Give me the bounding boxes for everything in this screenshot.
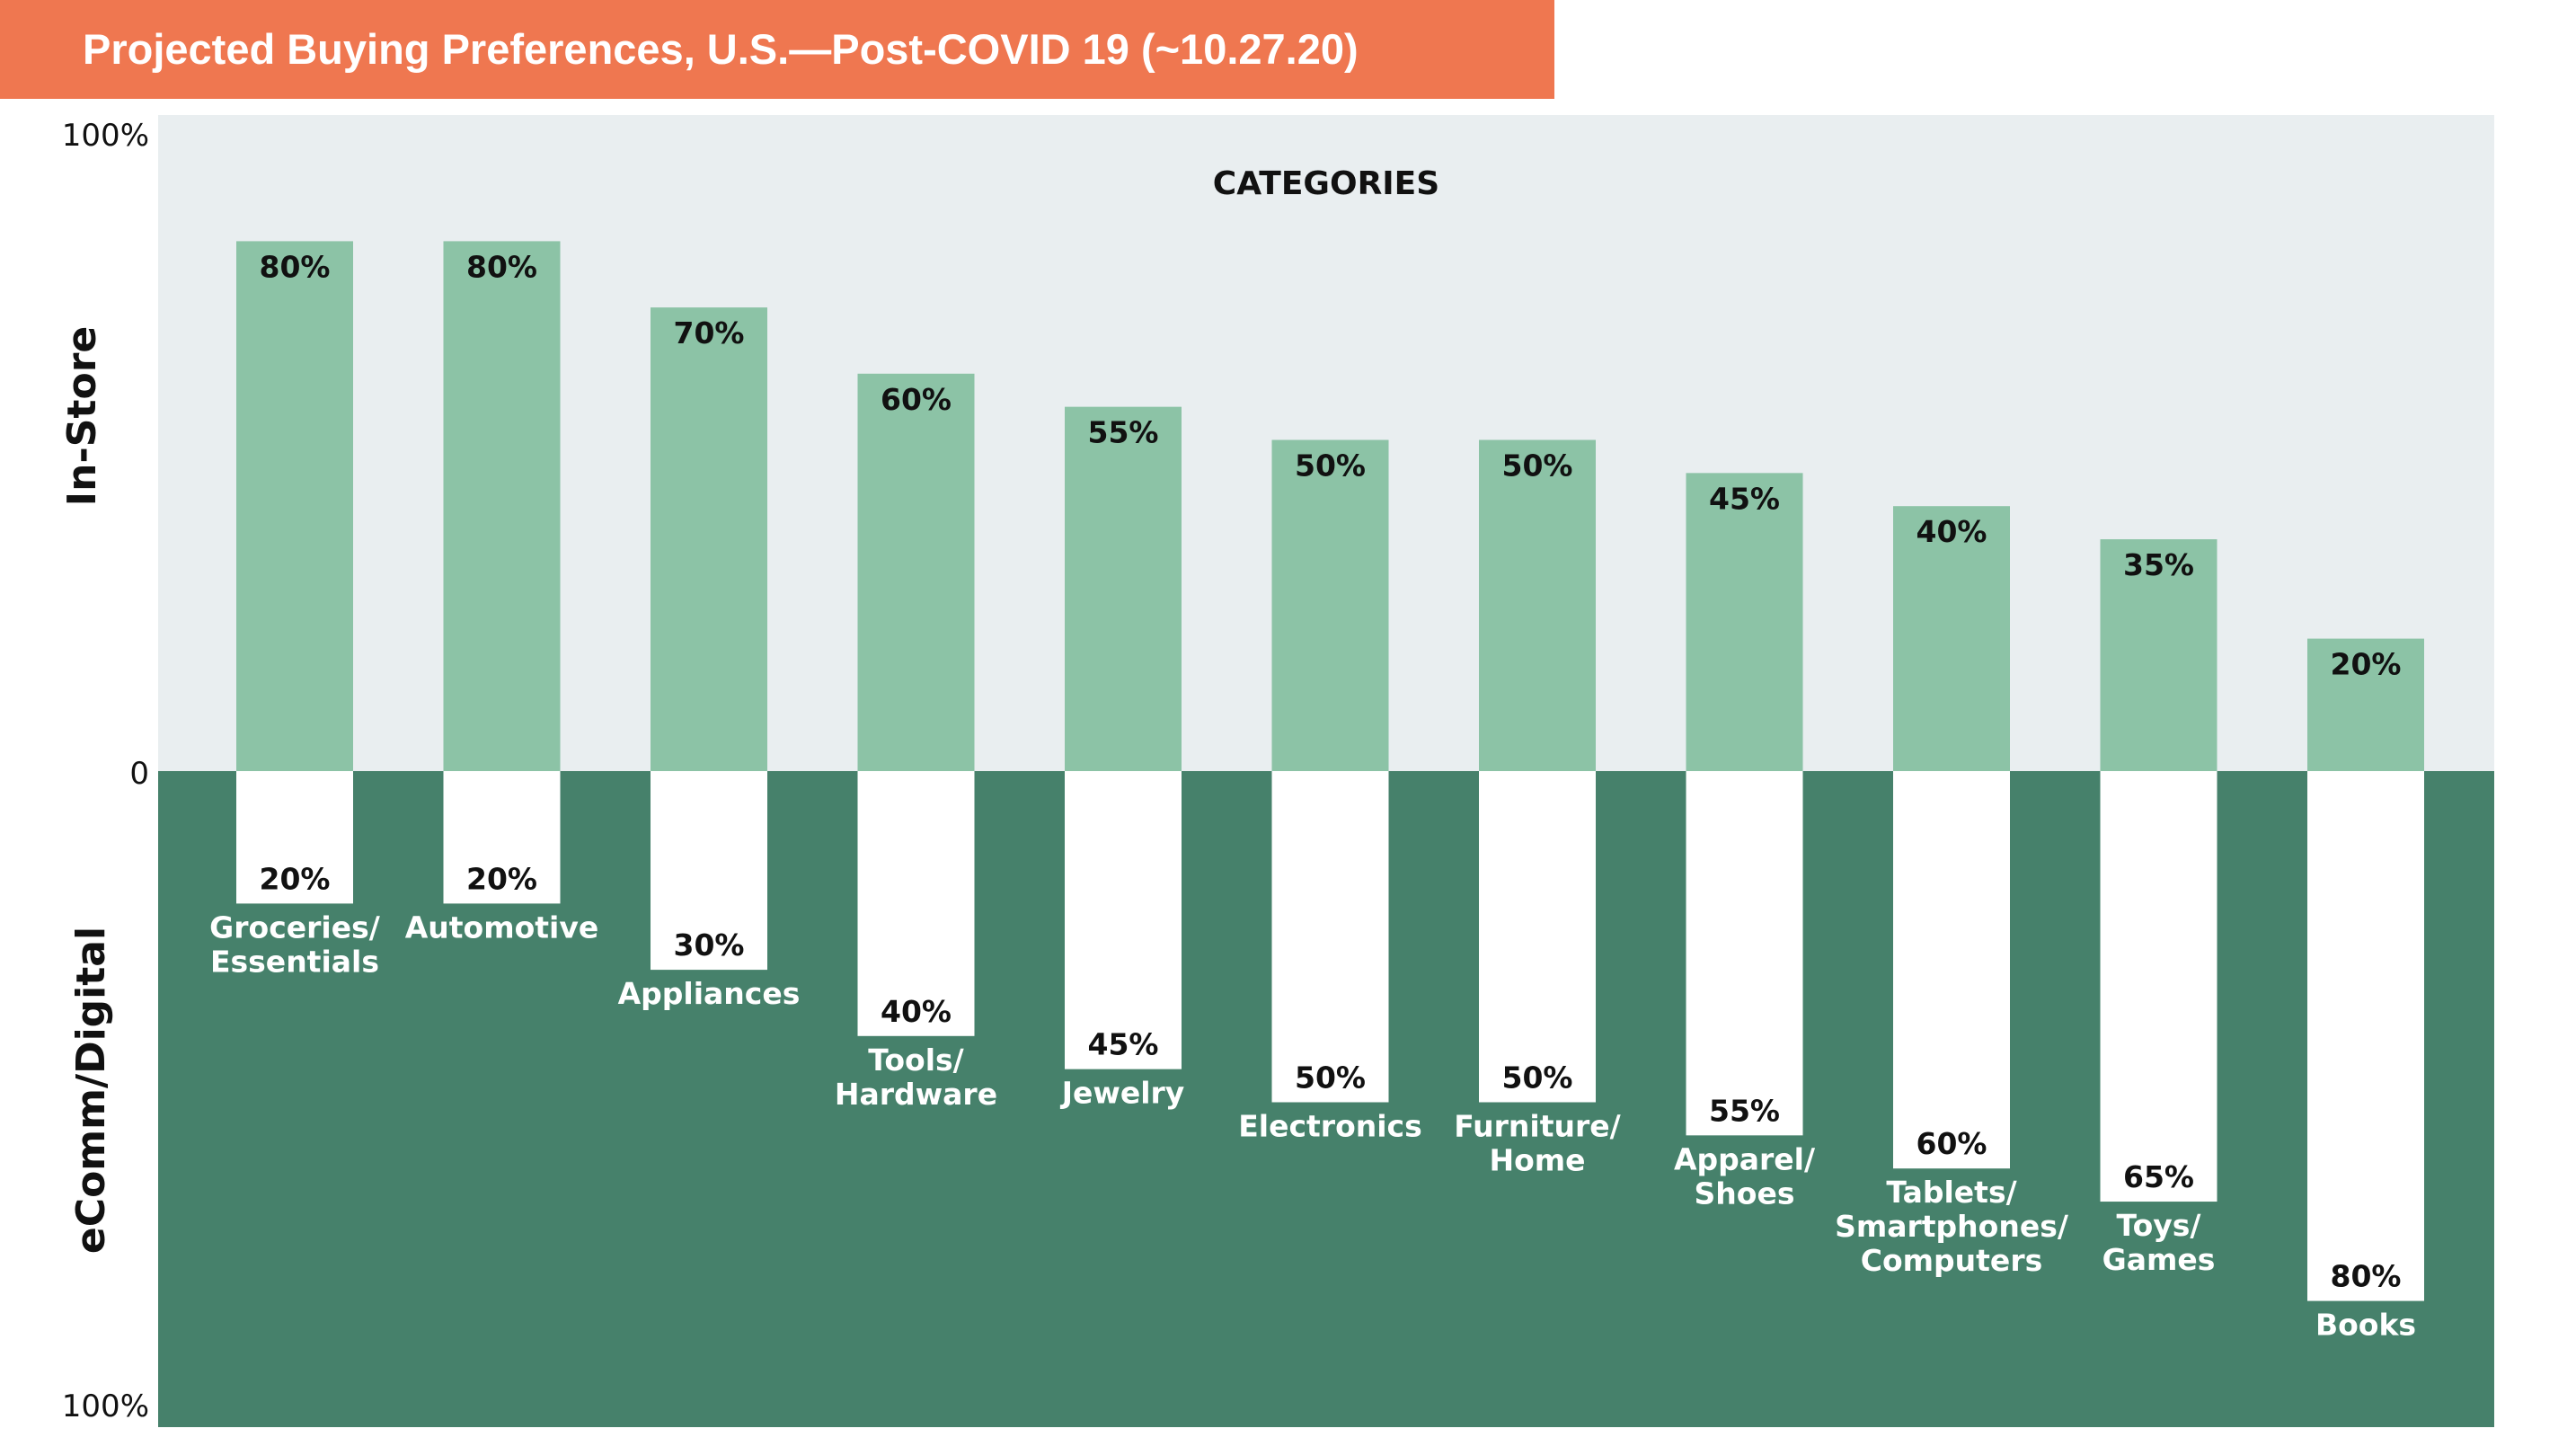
ecomm-value-label: 40% xyxy=(881,994,952,1029)
category-label: Furniture/Home xyxy=(1454,1109,1621,1178)
ecomm-bar xyxy=(1686,771,1803,1136)
panel-heading: CATEGORIES xyxy=(1213,165,1439,202)
ecomm-bar xyxy=(443,771,561,904)
category-label: Toys/Games xyxy=(2102,1208,2216,1277)
category-label: Appliances xyxy=(618,976,801,1011)
y-tick-bottom: 100% xyxy=(62,1388,149,1424)
ecomm-value-label: 50% xyxy=(1502,1060,1573,1096)
in-store-value-label: 80% xyxy=(260,249,331,284)
y-tick-top: 100% xyxy=(62,118,149,154)
ecomm-bar xyxy=(2307,771,2424,1301)
in-store-bar xyxy=(443,241,561,771)
category-label: Books xyxy=(2315,1308,2416,1343)
in-store-bar xyxy=(1893,506,2010,771)
in-store-value-label: 50% xyxy=(1295,448,1366,484)
ecomm-value-label: 65% xyxy=(2123,1159,2194,1194)
ecomm-value-label: 45% xyxy=(1088,1027,1159,1062)
ecomm-value-label: 20% xyxy=(260,861,331,896)
in-store-value-label: 45% xyxy=(1709,481,1780,516)
ecomm-value-label: 50% xyxy=(1295,1060,1366,1096)
in-store-bar xyxy=(1479,439,1596,771)
in-store-bar xyxy=(2100,539,2217,771)
category-label: Groceries/Essentials xyxy=(209,909,381,979)
in-store-value-label: 35% xyxy=(2123,547,2194,582)
in-store-bar xyxy=(1686,473,1803,771)
chart-title: Projected Buying Preferences, U.S.—Post-… xyxy=(83,25,1359,73)
in-store-value-label: 55% xyxy=(1088,415,1159,450)
category-label: Tools/Hardware xyxy=(835,1042,997,1112)
in-store-value-label: 50% xyxy=(1502,448,1573,484)
ecomm-bar xyxy=(651,771,767,971)
in-store-value-label: 20% xyxy=(2331,647,2402,682)
category-label: Apparel/Shoes xyxy=(1674,1141,1816,1211)
category-label: Tablets/Smartphones/Computers xyxy=(1835,1175,2069,1278)
in-store-value-label: 40% xyxy=(1917,514,1987,549)
in-store-bar xyxy=(2307,638,2424,771)
ecomm-value-label: 20% xyxy=(466,861,537,896)
in-store-value-label: 80% xyxy=(466,249,537,284)
ecomm-value-label: 30% xyxy=(674,927,745,963)
in-store-bar xyxy=(857,373,975,771)
ecomm-value-label: 60% xyxy=(1917,1126,1987,1161)
y-axis-title-in-store: In-Store xyxy=(59,326,105,506)
category-label: Electronics xyxy=(1238,1109,1422,1144)
ecomm-bar xyxy=(2100,771,2217,1202)
category-label: Jewelry xyxy=(1060,1076,1185,1111)
y-axis-title-ecomm: eComm/Digital xyxy=(68,927,114,1254)
ecomm-bar xyxy=(1479,771,1596,1103)
in-store-bar xyxy=(1271,439,1389,771)
in-store-value-label: 70% xyxy=(674,315,745,350)
ecomm-bar xyxy=(1893,771,2010,1169)
title-bar: Projected Buying Preferences, U.S.—Post-… xyxy=(0,0,1554,99)
y-tick-zero: 0 xyxy=(129,756,149,792)
in-store-value-label: 60% xyxy=(881,382,952,417)
category-label: Automotive xyxy=(405,909,599,945)
ecomm-bar xyxy=(236,771,353,904)
ecomm-bar xyxy=(1271,771,1389,1103)
ecomm-bar xyxy=(1065,771,1182,1069)
ecomm-value-label: 80% xyxy=(2331,1259,2402,1294)
ecomm-value-label: 55% xyxy=(1709,1093,1780,1128)
in-store-bar xyxy=(651,307,767,772)
ecomm-bar xyxy=(857,771,975,1036)
in-store-bar xyxy=(1065,406,1182,771)
in-store-bar xyxy=(236,241,353,771)
